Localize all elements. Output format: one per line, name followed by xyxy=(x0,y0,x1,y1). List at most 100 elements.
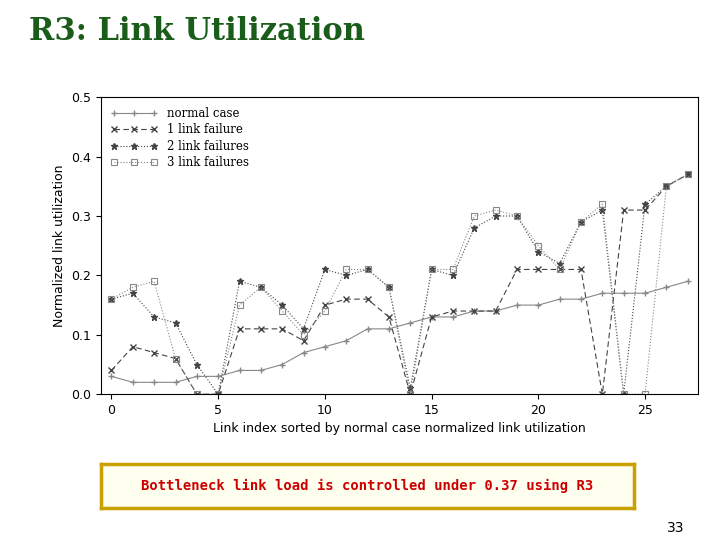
normal case xyxy=(192,373,201,380)
normal case xyxy=(470,308,479,314)
normal case xyxy=(128,379,137,386)
1 link failure xyxy=(534,266,543,273)
3 link failures xyxy=(470,213,479,219)
normal case xyxy=(214,373,222,380)
2 link failures xyxy=(107,296,116,302)
1 link failure xyxy=(641,207,649,213)
normal case xyxy=(300,349,308,356)
2 link failures xyxy=(342,272,351,279)
2 link failures xyxy=(171,320,180,326)
1 link failure xyxy=(342,296,351,302)
2 link failures xyxy=(513,213,521,219)
normal case xyxy=(256,367,265,374)
3 link failures xyxy=(171,355,180,362)
normal case xyxy=(427,314,436,320)
normal case xyxy=(491,308,500,314)
normal case xyxy=(342,338,351,344)
2 link failures xyxy=(364,266,372,273)
1 link failure xyxy=(278,326,287,332)
1 link failure xyxy=(384,314,393,320)
1 link failure xyxy=(256,326,265,332)
normal case xyxy=(683,278,692,285)
2 link failures xyxy=(320,266,329,273)
2 link failures xyxy=(256,284,265,291)
1 link failure xyxy=(555,266,564,273)
1 link failure xyxy=(470,308,479,314)
3 link failures xyxy=(406,391,415,397)
3 link failures xyxy=(577,219,585,225)
1 link failure xyxy=(427,314,436,320)
1 link failure xyxy=(235,326,244,332)
3 link failures xyxy=(427,266,436,273)
3 link failures xyxy=(384,284,393,291)
normal case xyxy=(364,326,372,332)
3 link failures xyxy=(128,284,137,291)
Text: R3: Link Utilization: R3: Link Utilization xyxy=(29,16,365,47)
normal case xyxy=(577,296,585,302)
3 link failures xyxy=(491,207,500,213)
2 link failures xyxy=(384,284,393,291)
2 link failures xyxy=(662,183,671,190)
normal case xyxy=(171,379,180,386)
1 link failure xyxy=(449,308,457,314)
3 link failures xyxy=(214,391,222,397)
2 link failures xyxy=(470,225,479,231)
3 link failures xyxy=(449,266,457,273)
Text: 33: 33 xyxy=(667,521,684,535)
3 link failures xyxy=(619,391,628,397)
normal case xyxy=(598,290,607,296)
Y-axis label: Normalized link utilization: Normalized link utilization xyxy=(53,165,66,327)
1 link failure xyxy=(320,302,329,308)
1 link failure xyxy=(364,296,372,302)
3 link failures xyxy=(534,242,543,249)
normal case xyxy=(320,343,329,350)
1 link failure xyxy=(577,266,585,273)
1 link failure xyxy=(107,367,116,374)
2 link failures xyxy=(577,219,585,225)
3 link failures xyxy=(192,391,201,397)
3 link failures xyxy=(278,308,287,314)
Legend: normal case, 1 link failure, 2 link failures, 3 link failures: normal case, 1 link failure, 2 link fail… xyxy=(107,103,253,173)
2 link failures xyxy=(598,207,607,213)
2 link failures xyxy=(214,391,222,397)
1 link failure xyxy=(513,266,521,273)
normal case xyxy=(449,314,457,320)
2 link failures xyxy=(406,385,415,392)
3 link failures xyxy=(662,183,671,190)
normal case xyxy=(619,290,628,296)
3 link failures xyxy=(300,332,308,338)
3 link failures xyxy=(150,278,158,285)
1 link failure xyxy=(662,183,671,190)
3 link failures xyxy=(364,266,372,273)
1 link failure xyxy=(214,391,222,397)
3 link failures xyxy=(598,201,607,207)
2 link failures xyxy=(491,213,500,219)
3 link failures xyxy=(320,308,329,314)
2 link failures xyxy=(641,201,649,207)
Line: 3 link failures: 3 link failures xyxy=(109,172,690,397)
2 link failures xyxy=(534,248,543,255)
3 link failures xyxy=(513,213,521,219)
1 link failure xyxy=(619,207,628,213)
1 link failure xyxy=(300,338,308,344)
normal case xyxy=(384,326,393,332)
2 link failures xyxy=(555,260,564,267)
1 link failure xyxy=(171,355,180,362)
2 link failures xyxy=(150,314,158,320)
3 link failures xyxy=(256,284,265,291)
Line: 1 link failure: 1 link failure xyxy=(109,172,690,397)
normal case xyxy=(641,290,649,296)
2 link failures xyxy=(235,278,244,285)
1 link failure xyxy=(491,308,500,314)
Line: 2 link failures: 2 link failures xyxy=(108,171,691,397)
2 link failures xyxy=(683,171,692,178)
normal case xyxy=(555,296,564,302)
3 link failures xyxy=(641,391,649,397)
normal case xyxy=(150,379,158,386)
2 link failures xyxy=(192,361,201,368)
1 link failure xyxy=(150,349,158,356)
1 link failure xyxy=(683,171,692,178)
3 link failures xyxy=(235,302,244,308)
normal case xyxy=(406,320,415,326)
1 link failure xyxy=(128,343,137,350)
